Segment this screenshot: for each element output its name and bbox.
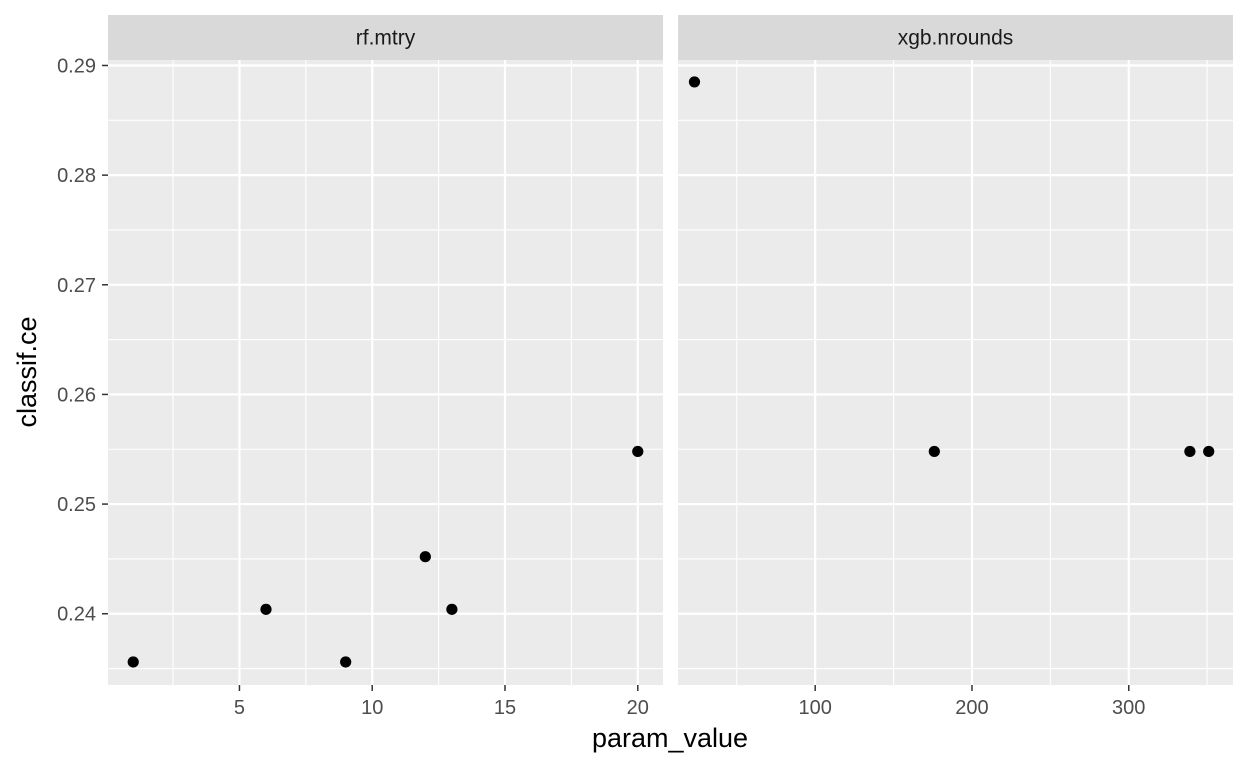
panel-rf.mtry: rf.mtry 5 10 15 20 [108, 15, 663, 719]
y-tick-label: 0.29 [57, 55, 96, 77]
panel-xgb.nrounds: xgb.nrounds 100 200 300 [678, 15, 1233, 719]
panels-layer: rf.mtry 5 10 15 20 xgb.nrounds 100 200 300 [108, 15, 1233, 719]
x-tick-label: 10 [361, 697, 383, 719]
y-axis: 0.24 0.25 0.26 0.27 0.28 0.29 [57, 55, 108, 626]
y-tick-label: 0.27 [57, 275, 96, 297]
x-tick-label: 200 [955, 697, 988, 719]
data-point [928, 445, 940, 458]
data-point [632, 445, 644, 458]
data-point [1184, 445, 1196, 458]
x-tick-label: 15 [494, 697, 516, 719]
x-axis-title: param_value [592, 723, 748, 753]
facet-strip [678, 15, 1233, 60]
data-point [419, 551, 431, 563]
data-point [127, 656, 139, 668]
data-point [446, 603, 458, 615]
x-tick-label: 100 [798, 697, 831, 719]
data-point [260, 603, 272, 615]
facet-strip-label: xgb.nrounds [898, 27, 1014, 50]
y-tick-label: 0.28 [57, 165, 96, 187]
panel-background [678, 60, 1233, 685]
data-point [1203, 445, 1215, 458]
facet-strip-label: rf.mtry [356, 27, 416, 50]
data-point [340, 656, 352, 668]
y-axis-title: classif.ce [12, 316, 42, 427]
data-point [688, 76, 701, 88]
panel-background [108, 60, 663, 685]
x-tick-label: 5 [234, 697, 245, 719]
x-tick-label: 300 [1112, 697, 1145, 719]
facet-strip [108, 15, 663, 60]
y-tick-label: 0.24 [57, 604, 96, 626]
x-tick-label: 20 [627, 697, 649, 719]
y-tick-label: 0.26 [57, 384, 96, 406]
y-tick-label: 0.25 [57, 494, 96, 516]
